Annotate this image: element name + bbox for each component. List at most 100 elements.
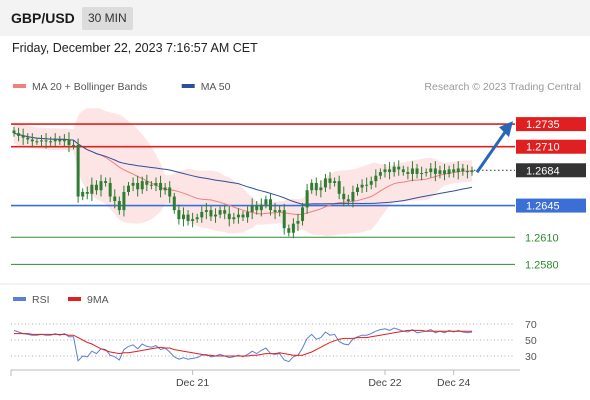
candle-body	[314, 182, 318, 191]
candle-body	[278, 210, 282, 212]
candle	[259, 198, 263, 217]
timeframe-button[interactable]: 30 MIN	[82, 7, 133, 30]
candle	[264, 195, 268, 209]
candle-body	[255, 205, 259, 211]
candle	[268, 193, 272, 216]
rsi-legend-label-0: RSI	[32, 294, 50, 306]
price-levels	[11, 123, 515, 265]
candle	[17, 127, 21, 142]
level-label-1.2684: 1.2684	[526, 165, 560, 177]
candle-body	[301, 207, 305, 221]
candle	[30, 133, 34, 148]
candle-body	[177, 210, 181, 220]
candle-body	[465, 171, 469, 173]
candle-body	[310, 182, 314, 191]
candle-body	[360, 184, 364, 188]
candle	[136, 175, 140, 197]
candle-body	[420, 172, 424, 174]
candle	[438, 165, 442, 179]
candle-body	[429, 168, 433, 173]
rsi-legend-swatch-1	[68, 297, 81, 301]
candle-body	[287, 228, 291, 233]
candle-body	[406, 172, 410, 174]
candle-body	[378, 172, 382, 176]
candle	[424, 168, 428, 177]
candle	[365, 177, 369, 192]
candle-body	[200, 211, 204, 218]
candle	[204, 202, 208, 220]
candle	[181, 207, 185, 227]
candle	[113, 189, 117, 209]
candle-body	[49, 141, 53, 143]
candle-body	[214, 214, 218, 217]
candle	[85, 186, 89, 200]
candle-body	[181, 214, 185, 220]
rsi-tick-30: 30	[525, 351, 537, 363]
candle-body	[452, 169, 456, 173]
candle-body	[443, 170, 447, 174]
candle-body	[461, 168, 465, 172]
candle-body	[268, 199, 272, 211]
legend-label-1: MA 50	[201, 81, 231, 93]
candle-body	[168, 187, 172, 197]
candle	[333, 177, 337, 187]
candle-body	[342, 193, 346, 200]
candle	[21, 128, 25, 145]
rsi-tick-50: 50	[525, 335, 537, 347]
candle-body	[438, 170, 442, 174]
candle	[44, 133, 48, 149]
candle	[246, 206, 250, 223]
candle	[443, 163, 447, 181]
candle-body	[53, 139, 57, 142]
level-labels: 1.2735 1.2710 1.2684 1.2645 1.2610 1.2580	[475, 117, 586, 271]
header-bar: GBP/USD 30 MIN	[0, 0, 590, 36]
candle-body	[323, 178, 327, 188]
candle-body	[232, 217, 236, 220]
level-tag-1.2710	[516, 139, 586, 154]
candle-body	[186, 214, 190, 221]
legend-label-0: MA 20 + Bollinger Bands	[32, 81, 147, 93]
candle-body	[44, 140, 48, 142]
candle-body	[136, 182, 140, 190]
candle	[172, 192, 176, 214]
candle	[122, 185, 126, 217]
price-legend: MA 20 + Bollinger Bands MA 50	[13, 81, 231, 93]
level-label-1.2610: 1.2610	[525, 232, 559, 244]
candle	[397, 160, 401, 176]
candle	[159, 175, 163, 198]
candle	[291, 218, 295, 239]
candle	[273, 202, 277, 220]
candle	[145, 174, 149, 192]
candle	[131, 177, 135, 192]
candle	[250, 198, 254, 220]
candle-body	[209, 210, 213, 217]
candle-body	[21, 135, 25, 138]
candle	[94, 180, 98, 195]
candle	[310, 179, 314, 194]
candle-body	[85, 192, 89, 194]
candle	[378, 168, 382, 180]
timestamp: Friday, December 22, 2023 7:16:57 AM CET	[12, 41, 258, 55]
candle-body	[246, 211, 250, 218]
candle-body	[204, 210, 208, 212]
candle-body	[236, 214, 240, 218]
candle-body	[131, 182, 135, 186]
legend-swatch-1	[181, 84, 195, 88]
candle-body	[72, 144, 76, 146]
candle-body	[291, 223, 295, 233]
candle-body	[365, 184, 369, 186]
candle	[214, 208, 218, 223]
candle	[392, 162, 396, 177]
candle	[415, 163, 419, 179]
candle	[328, 172, 332, 190]
level-label-1.2735: 1.2735	[526, 119, 560, 131]
candle-body	[296, 220, 300, 224]
candle	[356, 183, 359, 196]
candle	[374, 169, 378, 188]
candle	[186, 210, 190, 226]
candle-body	[108, 182, 112, 197]
candle	[177, 204, 181, 225]
legend-swatch-0	[13, 84, 26, 88]
candle-body	[337, 181, 341, 194]
